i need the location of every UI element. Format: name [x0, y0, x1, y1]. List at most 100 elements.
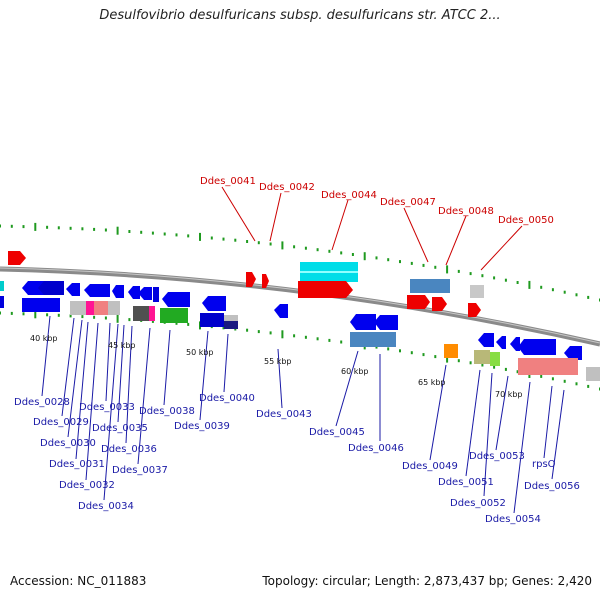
- track-dot: [281, 330, 284, 339]
- gene-label-ddes-0049[interactable]: Ddes_0049: [402, 461, 458, 472]
- track-dot: [351, 253, 354, 256]
- gene-block: [490, 352, 500, 366]
- track-dot: [304, 246, 307, 250]
- track-dot: [575, 293, 578, 297]
- gene-label-ddes-0042[interactable]: Ddes_0042: [259, 182, 315, 193]
- gene-label-ddes-0050[interactable]: Ddes_0050: [498, 215, 554, 226]
- gene-label-ddes-0039[interactable]: Ddes_0039: [174, 421, 230, 432]
- gene-block: [474, 350, 490, 364]
- gene-label-ddes-0029[interactable]: Ddes_0029: [33, 417, 89, 428]
- gene-label-ddes-0038[interactable]: Ddes_0038: [139, 406, 195, 417]
- gene-block: [224, 315, 238, 321]
- gene-block: [0, 281, 4, 291]
- gene-block: [149, 306, 155, 321]
- track-dot: [563, 379, 566, 383]
- map-title: Desulfovibrio desulfuricans subsp. desul…: [99, 8, 501, 23]
- track-dot: [375, 256, 378, 260]
- track-dot: [22, 312, 25, 316]
- scale-label: 40 kbp: [30, 334, 58, 343]
- track-dot: [516, 281, 519, 284]
- gene-label-ddes-0045[interactable]: Ddes_0045: [309, 427, 365, 438]
- gene-arrow: [262, 274, 269, 288]
- track-dot: [269, 331, 272, 335]
- gene-label-ddes-0031[interactable]: Ddes_0031: [49, 459, 105, 470]
- track-dot: [104, 228, 107, 232]
- gene-arrow: [66, 283, 80, 296]
- gene-label-ddes-0046[interactable]: Ddes_0046: [348, 443, 404, 454]
- gene-arrow: [374, 315, 398, 330]
- gene-arrow: [38, 281, 64, 295]
- track-dot: [69, 226, 72, 230]
- gene-label-ddes-0043[interactable]: Ddes_0043: [256, 409, 312, 420]
- scale-label: 50 kbp: [186, 348, 214, 357]
- track-dot: [0, 311, 1, 315]
- track-dot: [269, 242, 272, 246]
- gene-label-ddes-0056[interactable]: Ddes_0056: [524, 481, 580, 492]
- track-dot: [387, 347, 390, 351]
- gene-label-ddes-0054[interactable]: Ddes_0054: [485, 514, 541, 525]
- track-dot: [375, 345, 378, 349]
- gene-label-ddes-0030[interactable]: Ddes_0030: [40, 438, 96, 449]
- gene-label-ddes-0040[interactable]: Ddes_0040: [199, 393, 255, 404]
- gene-arrow: [468, 303, 481, 317]
- gene-block-stripe: [300, 271, 358, 273]
- track-dot: [504, 367, 507, 371]
- track-dot: [246, 240, 249, 243]
- track-dot: [210, 236, 213, 240]
- forward-gene-labels: Ddes_0041 Ddes_0042 Ddes_0044 Ddes_0047 …: [200, 176, 554, 226]
- gene-label-ddes-0053[interactable]: Ddes_0053: [469, 451, 525, 462]
- gene-label-ddes-0032[interactable]: Ddes_0032: [59, 480, 115, 491]
- track-dot: [446, 354, 449, 363]
- track-dot: [304, 335, 307, 339]
- gene-label-ddes-0028[interactable]: Ddes_0028: [14, 397, 70, 408]
- gene-label-ddes-0041[interactable]: Ddes_0041: [200, 176, 256, 187]
- track-dot: [328, 338, 331, 342]
- gene-arrow: [478, 333, 494, 347]
- gene-arrow: [407, 295, 430, 309]
- track-dot: [187, 234, 190, 238]
- track-dot: [399, 349, 401, 353]
- gene-label-ddes-0033[interactable]: Ddes_0033: [79, 402, 135, 413]
- track-dot: [222, 326, 225, 330]
- track-dot: [504, 278, 507, 282]
- track-dot: [246, 328, 249, 332]
- gene-label-ddes-0052[interactable]: Ddes_0052: [450, 498, 506, 509]
- track-dot: [22, 225, 25, 229]
- track-dot: [493, 276, 496, 280]
- gene-label-ddes-0051[interactable]: Ddes_0051: [438, 477, 494, 488]
- gene-arrow: [350, 314, 376, 330]
- gene-label-ddes-0034[interactable]: Ddes_0034: [78, 501, 134, 512]
- gene-label-ddes-0037[interactable]: Ddes_0037: [112, 465, 168, 476]
- gene-label-ddes-0036[interactable]: Ddes_0036: [101, 444, 157, 455]
- track-dot: [69, 314, 72, 318]
- track-dot: [34, 222, 37, 231]
- track-dot: [57, 226, 60, 230]
- gene-block: [470, 285, 484, 298]
- scale-label: 70 kbp: [495, 390, 523, 399]
- gene-block: [444, 344, 458, 358]
- gene-label-rpso[interactable]: rpsO: [532, 459, 556, 470]
- gene-label-ddes-0047[interactable]: Ddes_0047: [380, 197, 436, 208]
- track-dot: [257, 241, 260, 245]
- track-dot: [551, 288, 554, 292]
- track-dot: [257, 330, 260, 334]
- track-dot: [446, 265, 449, 274]
- gene-label-ddes-0035[interactable]: Ddes_0035: [92, 423, 148, 434]
- gene-label-ddes-0048[interactable]: Ddes_0048: [438, 206, 494, 217]
- track-dot: [151, 319, 154, 323]
- track-dot: [457, 269, 460, 273]
- track-dot: [151, 231, 154, 235]
- track-dot: [293, 245, 296, 249]
- gene-label-ddes-0044[interactable]: Ddes_0044: [321, 190, 377, 201]
- track-dot: [587, 295, 590, 299]
- track-dot: [281, 241, 284, 250]
- track-dot: [422, 263, 425, 267]
- track-dot: [587, 384, 590, 388]
- scale-label: 55 kbp: [264, 357, 292, 366]
- track-dot: [481, 363, 484, 367]
- track-dot: [399, 260, 401, 264]
- gene-block: [160, 308, 188, 323]
- track-dot: [57, 313, 60, 317]
- track-dot: [540, 285, 543, 289]
